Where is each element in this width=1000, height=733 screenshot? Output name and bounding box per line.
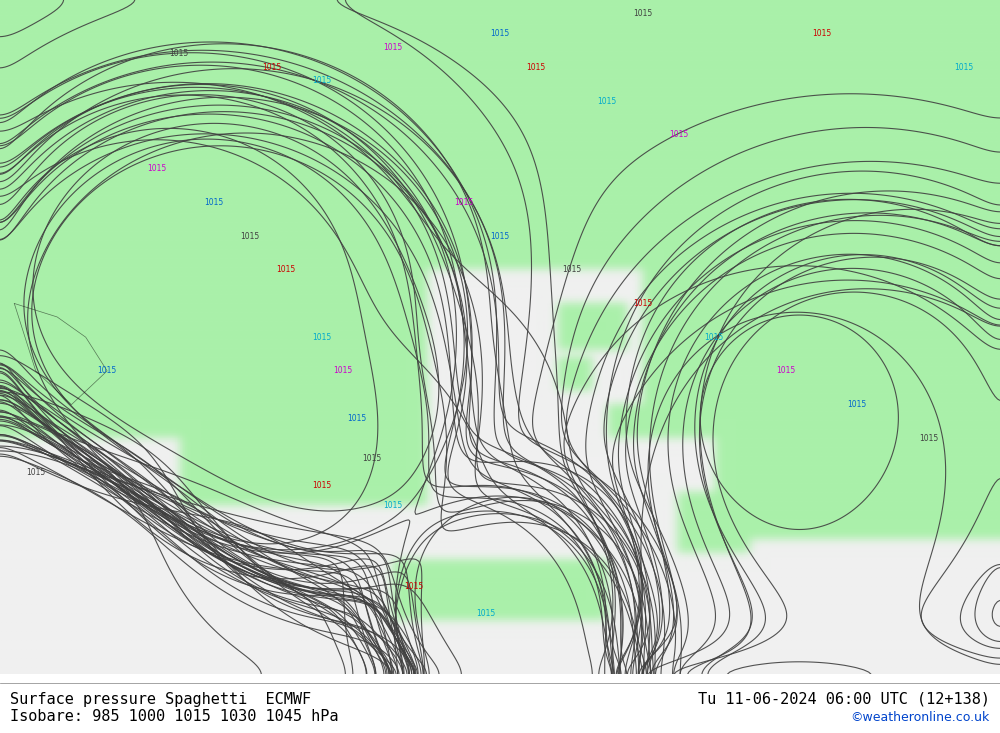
Text: 1015: 1015 [955, 63, 974, 72]
Text: 1015: 1015 [919, 434, 938, 443]
Text: 1015: 1015 [776, 366, 795, 375]
Text: 1015: 1015 [362, 454, 381, 463]
Text: 1015: 1015 [26, 468, 45, 476]
Text: ©weatheronline.co.uk: ©weatheronline.co.uk [851, 711, 990, 724]
Text: 1015: 1015 [476, 609, 495, 618]
Text: 1015: 1015 [848, 400, 867, 409]
Text: 1015: 1015 [562, 265, 581, 274]
Text: Tu 11-06-2024 06:00 UTC (12+138): Tu 11-06-2024 06:00 UTC (12+138) [698, 692, 990, 707]
Text: 1015: 1015 [598, 97, 617, 106]
Text: 1015: 1015 [705, 333, 724, 342]
Text: 1015: 1015 [490, 232, 510, 240]
Text: Isobare: 985 1000 1015 1030 1045 hPa: Isobare: 985 1000 1015 1030 1045 hPa [10, 710, 338, 724]
Text: 1015: 1015 [383, 43, 402, 52]
Text: 1015: 1015 [526, 63, 545, 72]
Text: 1015: 1015 [669, 130, 688, 139]
Text: 1015: 1015 [169, 49, 188, 59]
Text: 1015: 1015 [455, 198, 474, 207]
Text: 1015: 1015 [276, 265, 295, 274]
Text: 1015: 1015 [383, 501, 402, 510]
Text: 1015: 1015 [262, 63, 281, 72]
Text: 1015: 1015 [405, 582, 424, 592]
Text: 1015: 1015 [148, 164, 167, 173]
Text: 1015: 1015 [240, 232, 260, 240]
Text: 1015: 1015 [98, 366, 117, 375]
Text: 1015: 1015 [812, 29, 831, 38]
Text: 1015: 1015 [633, 299, 652, 308]
Text: 1015: 1015 [333, 366, 352, 375]
Text: 1015: 1015 [348, 413, 367, 423]
Text: 1015: 1015 [312, 333, 331, 342]
Text: 1015: 1015 [312, 76, 331, 86]
Text: 1015: 1015 [633, 9, 652, 18]
Text: 1015: 1015 [205, 198, 224, 207]
Text: 1015: 1015 [490, 29, 510, 38]
Text: 1015: 1015 [312, 481, 331, 490]
Text: Surface pressure Spaghetti  ECMWF: Surface pressure Spaghetti ECMWF [10, 692, 311, 707]
